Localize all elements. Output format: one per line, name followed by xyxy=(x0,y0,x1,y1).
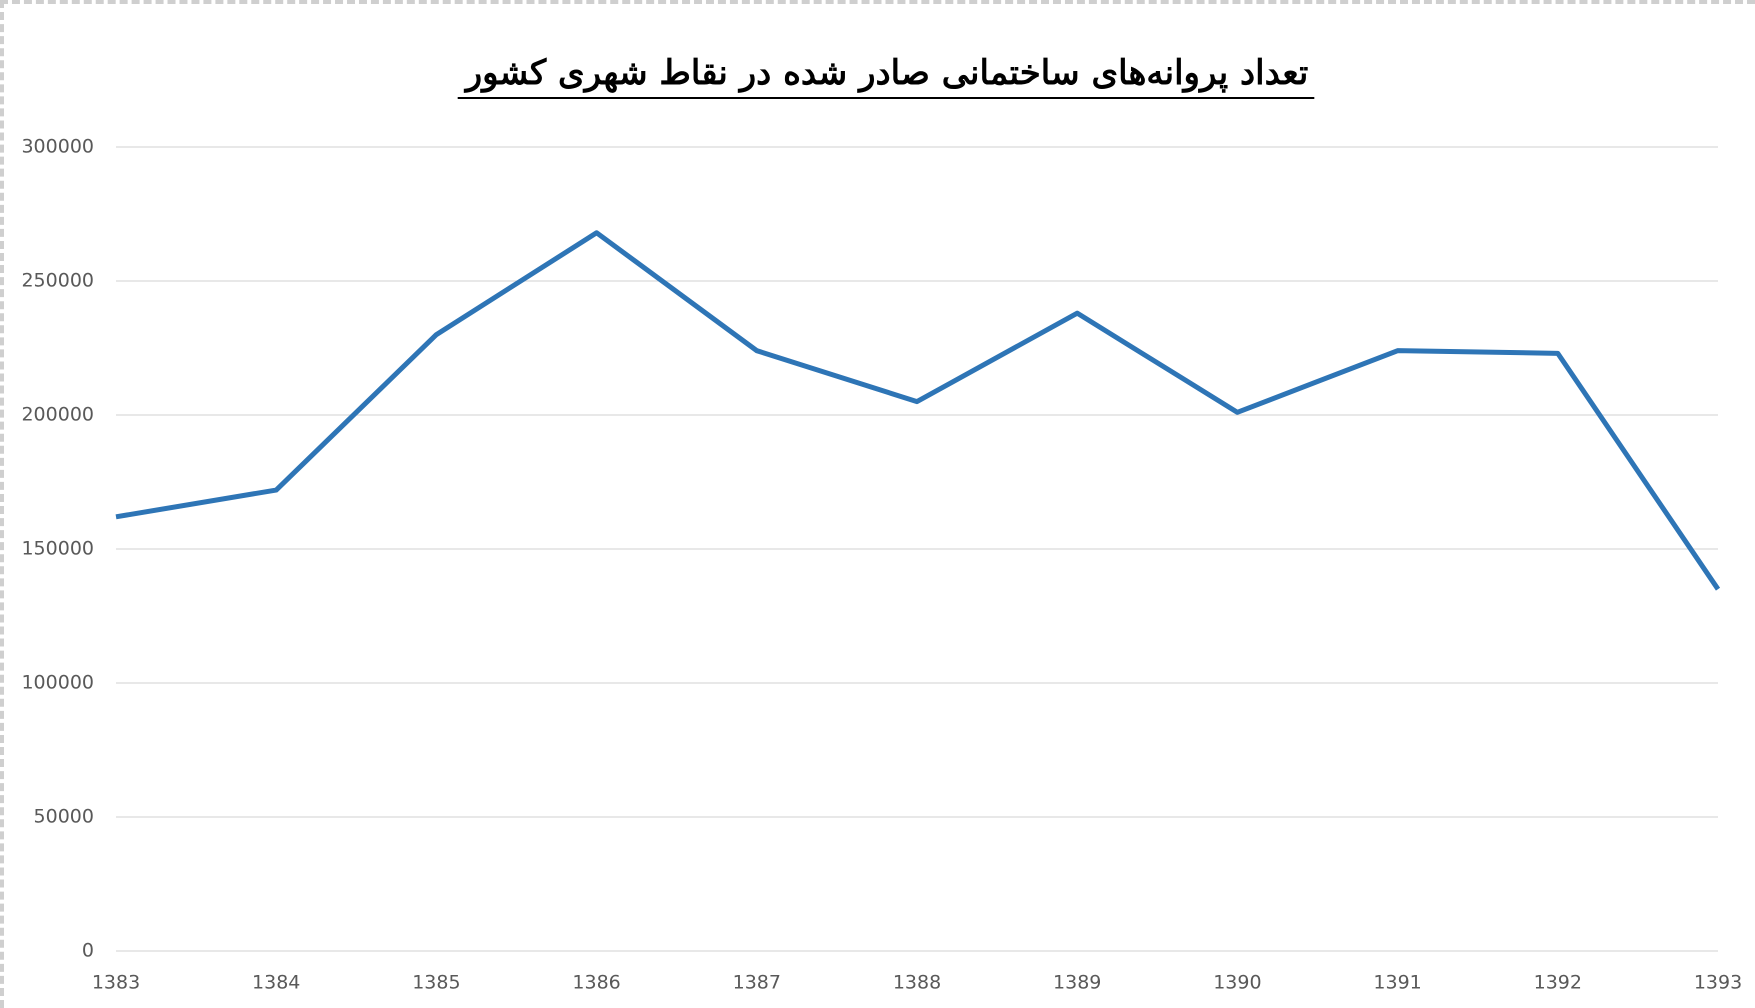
x-tick-label: 1383 xyxy=(92,972,140,994)
y-tick-label: 150000 xyxy=(21,538,94,560)
x-tick-label: 1389 xyxy=(1053,972,1101,994)
x-tick-label: 1387 xyxy=(733,972,781,994)
y-tick-label: 0 xyxy=(82,940,94,962)
y-tick-label: 300000 xyxy=(21,136,94,158)
x-tick-label: 1386 xyxy=(572,972,620,994)
y-tick-label: 100000 xyxy=(21,672,94,694)
x-tick-label: 1392 xyxy=(1534,972,1582,994)
x-tick-label: 1388 xyxy=(893,972,941,994)
x-tick-label: 1391 xyxy=(1373,972,1421,994)
y-tick-label: 200000 xyxy=(21,404,94,426)
x-tick-label: 1390 xyxy=(1213,972,1261,994)
x-tick-label: 1384 xyxy=(252,972,300,994)
x-tick-label: 1385 xyxy=(412,972,460,994)
x-tick-label: 1393 xyxy=(1694,972,1742,994)
y-tick-label: 250000 xyxy=(21,270,94,292)
data-line xyxy=(115,230,1721,591)
y-tick-label: 50000 xyxy=(34,806,94,828)
chart-title: تعداد پروانه‌های ساختمانی صادر شده در نق… xyxy=(464,53,1309,93)
